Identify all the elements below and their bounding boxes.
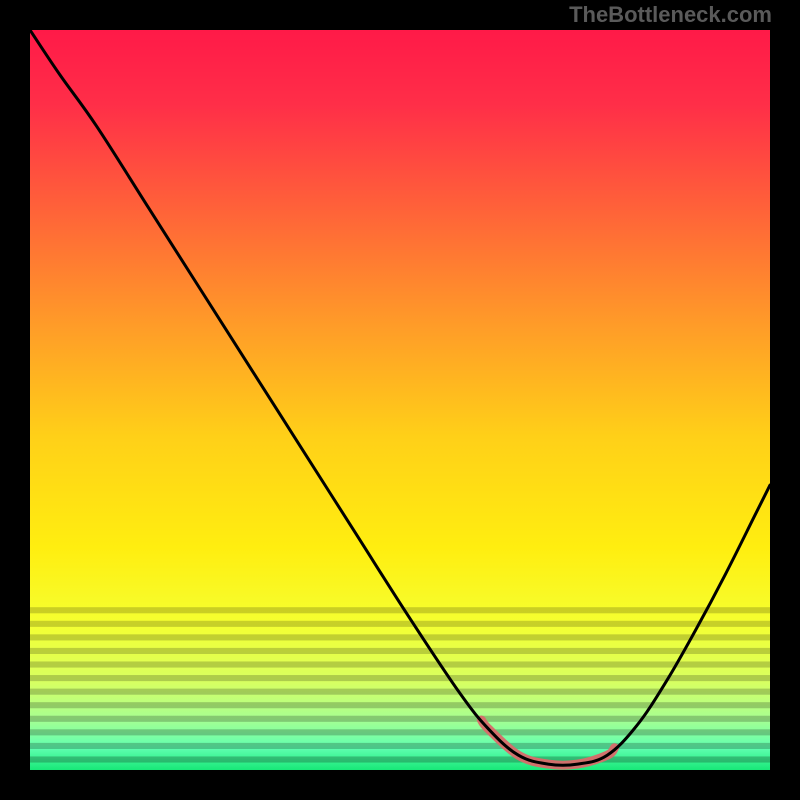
- watermark-text: TheBottleneck.com: [569, 2, 772, 28]
- gradient-plot-area: [30, 30, 770, 770]
- chart-svg: [0, 0, 800, 800]
- chart-container: { "watermark": { "text": "TheBottleneck.…: [0, 0, 800, 800]
